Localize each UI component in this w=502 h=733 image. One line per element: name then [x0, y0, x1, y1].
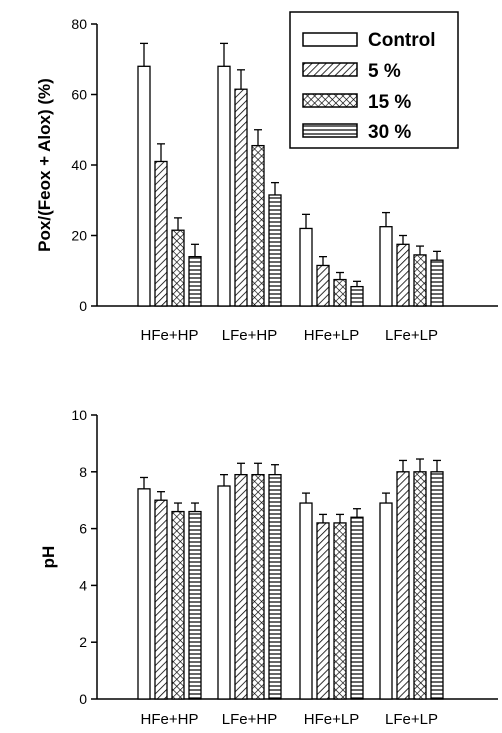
legend-swatch-30 [302, 123, 358, 138]
top-bar [413, 254, 427, 307]
top-y-tick-label: 40 [71, 157, 87, 173]
bottom-bar [413, 471, 427, 700]
bottom-bar [217, 485, 231, 700]
top-bar [396, 243, 410, 307]
top-bar [333, 278, 347, 307]
legend-label-control: Control [368, 30, 436, 51]
top-bar [430, 259, 444, 307]
top-bar [188, 255, 202, 307]
top-category-label: LFe+HP [222, 327, 277, 344]
top-bar [268, 194, 282, 307]
top-bar [171, 229, 185, 307]
bottom-category-label: LFe+LP [385, 711, 438, 728]
top-y-tick-label: 20 [71, 228, 87, 244]
bottom-y-tick-label: 10 [71, 407, 87, 423]
bottom-category-label: LFe+HP [222, 711, 277, 728]
top-bar [379, 226, 393, 307]
top-bar [137, 65, 151, 307]
legend-label-15: 15 % [368, 92, 411, 113]
top-y-tick-label: 80 [71, 16, 87, 32]
top-y-axis-label: Pox/(Feox + Alox) (%) [35, 78, 54, 252]
bottom-bar [154, 499, 168, 700]
chart-top: 0 20 40 60 80 Pox/(Feox + Alox) (%) HFe+HP LFe+… [35, 16, 498, 344]
top-y-tick-label: 0 [79, 298, 87, 314]
top-y-tick-label: 60 [71, 87, 87, 103]
top-category-label: HFe+HP [141, 327, 199, 344]
bottom-bar [316, 522, 330, 700]
legend-swatch-5 [302, 62, 358, 77]
bottom-bar [379, 502, 393, 700]
top-bar [217, 65, 231, 307]
bottom-bar [350, 516, 364, 700]
top-category-label: LFe+LP [385, 327, 438, 344]
top-bar [251, 144, 265, 307]
bottom-bar [299, 502, 313, 700]
legend-label-5: 5 % [368, 61, 401, 82]
bottom-y-tick-label: 6 [79, 521, 87, 537]
bottom-bar [333, 522, 347, 700]
bottom-y-tick-label: 2 [79, 634, 87, 650]
bottom-y-tick-label: 8 [79, 464, 87, 480]
top-bar [316, 264, 330, 307]
bottom-bar [430, 471, 444, 700]
bottom-category-label: HFe+HP [141, 711, 199, 728]
bottom-bar [251, 473, 265, 700]
bottom-y-tick-label: 0 [79, 691, 87, 707]
legend: Control 5 % 15 % 30 % [289, 11, 459, 149]
bottom-bar [268, 473, 282, 700]
top-category-label: HFe+LP [304, 327, 359, 344]
bottom-y-axis-label: pH [39, 546, 58, 569]
top-bar [154, 160, 168, 307]
top-bar [350, 285, 364, 307]
legend-label-30: 30 % [368, 122, 411, 143]
top-bar [234, 88, 248, 307]
bottom-bar [171, 510, 185, 700]
bottom-category-label: HFe+LP [304, 711, 359, 728]
bottom-bar [188, 510, 202, 700]
bottom-y-tick-label: 4 [79, 577, 87, 593]
bottom-bar [396, 471, 410, 700]
bottom-bar [137, 488, 151, 700]
top-bar [299, 227, 313, 307]
bottom-bar [234, 473, 248, 700]
chart-bottom: 0 2 4 6 8 10 pH HFe+HP LFe+HP HFe+LP LFe+LP [39, 407, 498, 728]
legend-swatch-control [302, 32, 358, 47]
legend-swatch-15 [302, 93, 358, 108]
